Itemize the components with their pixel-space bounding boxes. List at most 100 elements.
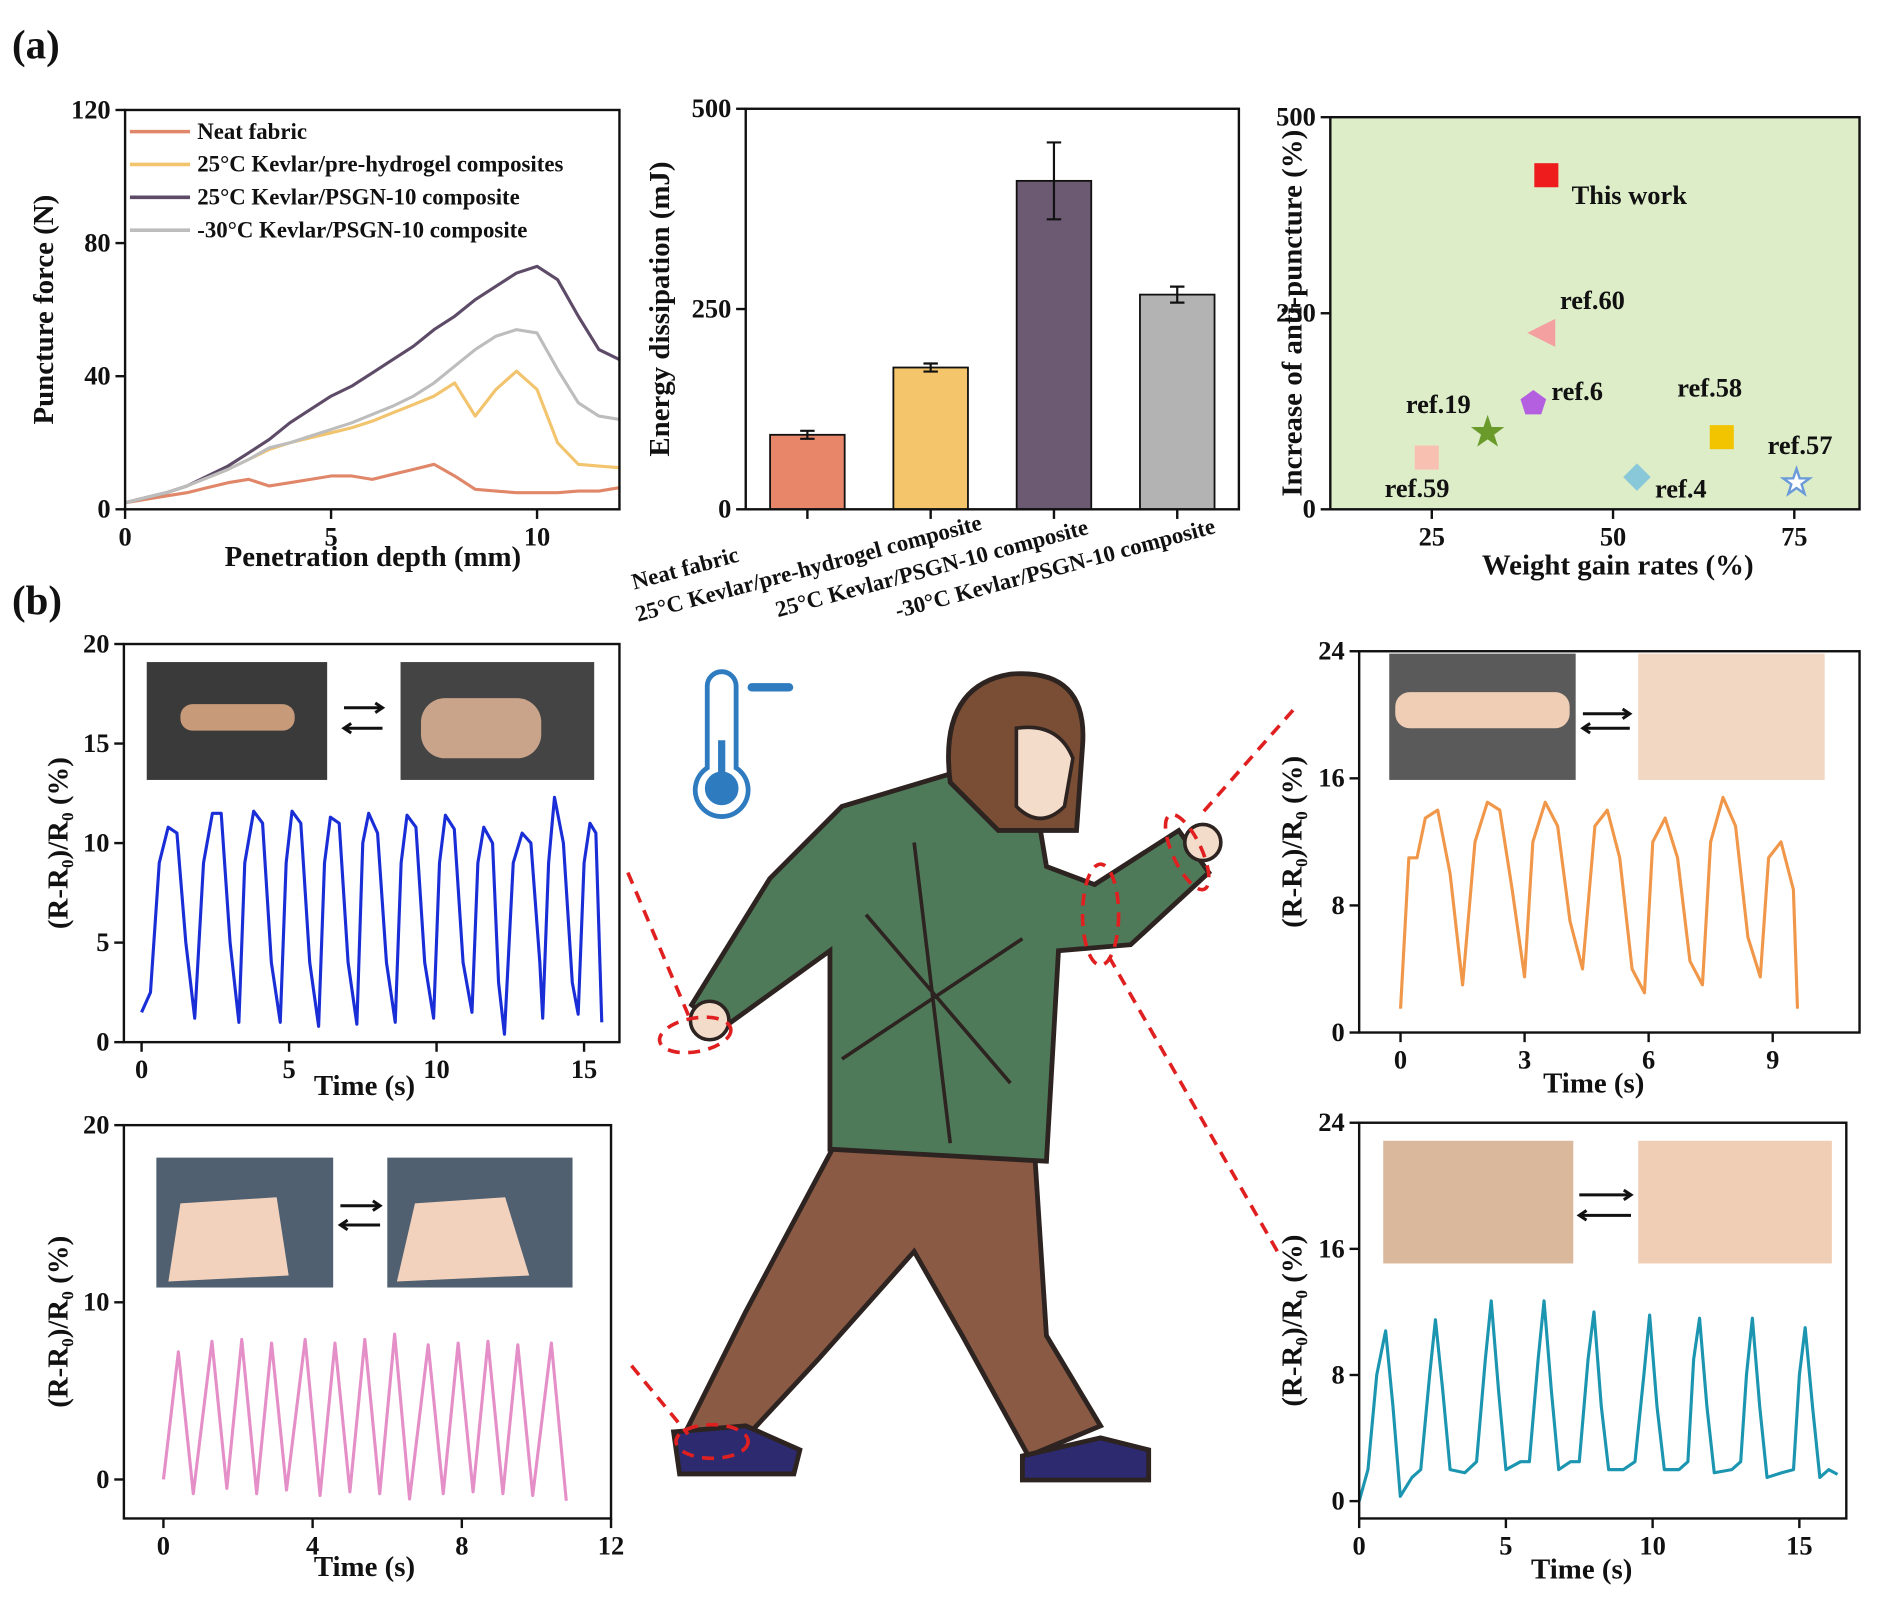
pants (682, 1128, 1105, 1459)
y-tick-label: 40 (84, 361, 110, 391)
chart: 0 5 10 15 20 0 5 10 15 Time (s) (R-R₀)/R₀ (%) (42, 628, 621, 1102)
x-tick-label: 25 (1419, 521, 1445, 551)
photo-detail (180, 704, 295, 731)
legend-label: -30°C Kevlar/PSGN-10 composite (197, 217, 527, 242)
y-tick-label: 24 (1318, 1107, 1344, 1137)
error-bar (800, 429, 815, 440)
y-axis-title: Energy dissipation (mJ) (644, 162, 676, 457)
data-line (161, 1332, 568, 1501)
plot-area (1330, 117, 1860, 510)
x-tick-label: 0 (1353, 1531, 1366, 1561)
y-tick-label: 120 (71, 94, 111, 124)
y-tick-label: 5 (96, 927, 109, 957)
scatter-point (1520, 389, 1547, 415)
y-axis-title: (R-R₀)/R₀ (%) (1276, 1235, 1308, 1407)
scatter-point (1709, 425, 1734, 450)
data-line (1357, 1299, 1839, 1502)
y-tick-label: 8 (1332, 890, 1345, 920)
bar (769, 433, 846, 511)
point-label: ref.57 (1768, 430, 1833, 460)
scatter-point (1779, 464, 1814, 497)
photo-detail (420, 698, 542, 759)
y-axis-title: Increase of anti-puncture (%) (1276, 130, 1308, 497)
y-axis-title: (R-R₀)/R₀ (%) (1276, 756, 1308, 928)
legend-label: 25°C Kevlar/pre-hydrogel composites (197, 152, 563, 177)
y-axis-title: Puncture force (N) (28, 195, 60, 425)
y-tick-label: 20 (83, 1110, 109, 1140)
panel-label: (b) (12, 578, 62, 623)
chart: 0 8 16 24 0 5 10 15 Time (s) (R-R₀)/R₀ (%) (1276, 1107, 1848, 1586)
x-tick-label: 6 (1642, 1045, 1655, 1075)
photo (1638, 1140, 1832, 1264)
x-tick-label: 75 (1781, 521, 1807, 551)
x-tick-label: 3 (1518, 1045, 1531, 1075)
scatter-point (1534, 163, 1559, 188)
photo (1638, 653, 1825, 780)
photo-detail (168, 1197, 289, 1282)
axes-frame (1329, 115, 1861, 511)
y-tick-label: 16 (1318, 1233, 1344, 1263)
x-tick-label: 0 (118, 521, 131, 551)
y-tick-label: 80 (84, 228, 110, 258)
illustration (626, 669, 1295, 1483)
y-tick-label: 500 (1276, 102, 1316, 132)
data-line (140, 795, 604, 1036)
y-tick-label: 15 (83, 728, 109, 758)
legend-label: Neat fabric (197, 119, 307, 144)
x-tick-label: 9 (1766, 1045, 1779, 1075)
jacket-lines (840, 842, 1024, 1144)
x-tick-label: 12 (598, 1531, 624, 1561)
scatter-point (1414, 445, 1439, 470)
photo-insets (146, 653, 1832, 1288)
axes-frame (122, 642, 621, 1044)
x-axis-title: Weight gain rates (%) (1482, 549, 1754, 581)
y-tick-label: 0 (1332, 1017, 1345, 1047)
scatter-point (1470, 414, 1505, 447)
data-line (124, 462, 620, 505)
y-tick-label: 24 (1318, 636, 1344, 666)
x-axis-title: Time (s) (1543, 1068, 1644, 1100)
face (1014, 725, 1075, 821)
point-label: This work (1572, 180, 1688, 210)
chart: 0 8 16 24 0 3 6 9 Time (s) (R-R₀)/R₀ (%) (1276, 636, 1861, 1100)
x-tick-label: 5 (324, 521, 337, 551)
error-bar (1046, 141, 1062, 221)
x-tick-label: 15 (571, 1054, 597, 1084)
legend-label: 25°C Kevlar/PSGN-10 composite (197, 185, 520, 210)
x-tick-label: 50 (1600, 521, 1626, 551)
point-label: ref.19 (1406, 389, 1471, 419)
x-axis-title: Time (s) (314, 1070, 415, 1102)
bar (1015, 179, 1093, 511)
bar (892, 366, 969, 511)
point-label: ref.6 (1551, 376, 1603, 406)
x-tick-label: 15 (1786, 1531, 1812, 1561)
axes-frame (744, 107, 1241, 511)
x-tick-label: 5 (1499, 1531, 1512, 1561)
y-tick-label: 0 (96, 1027, 109, 1057)
y-tick-label: 10 (83, 828, 109, 858)
x-tick-label: 8 (455, 1531, 468, 1561)
x-axis-title: Time (s) (1531, 1554, 1632, 1586)
y-tick-label: 0 (97, 494, 110, 524)
swap-arrows (337, 701, 1634, 1232)
y-tick-label: 0 (1303, 494, 1316, 524)
y-tick-label: 16 (1318, 763, 1344, 793)
point-label: ref.58 (1677, 372, 1742, 402)
y-tick-label: 0 (96, 1464, 109, 1494)
axes-frame (1357, 650, 1861, 1034)
error-bar (923, 362, 938, 373)
axes-frame (122, 1123, 613, 1520)
y-tick-label: 500 (692, 93, 732, 123)
point-label: ref.4 (1655, 474, 1707, 504)
x-tick-label: 4 (306, 1531, 319, 1561)
y-axis-title: (R-R₀)/R₀ (%) (42, 1236, 74, 1408)
y-tick-label: 0 (718, 494, 731, 524)
sensor-markers (626, 708, 1295, 1461)
hand (688, 999, 731, 1042)
scatter-point (1623, 463, 1651, 491)
shoe (1019, 1435, 1152, 1483)
x-axis-title: Penetration depth (mm) (225, 541, 522, 573)
x-axis-title: Time (s) (314, 1551, 415, 1583)
